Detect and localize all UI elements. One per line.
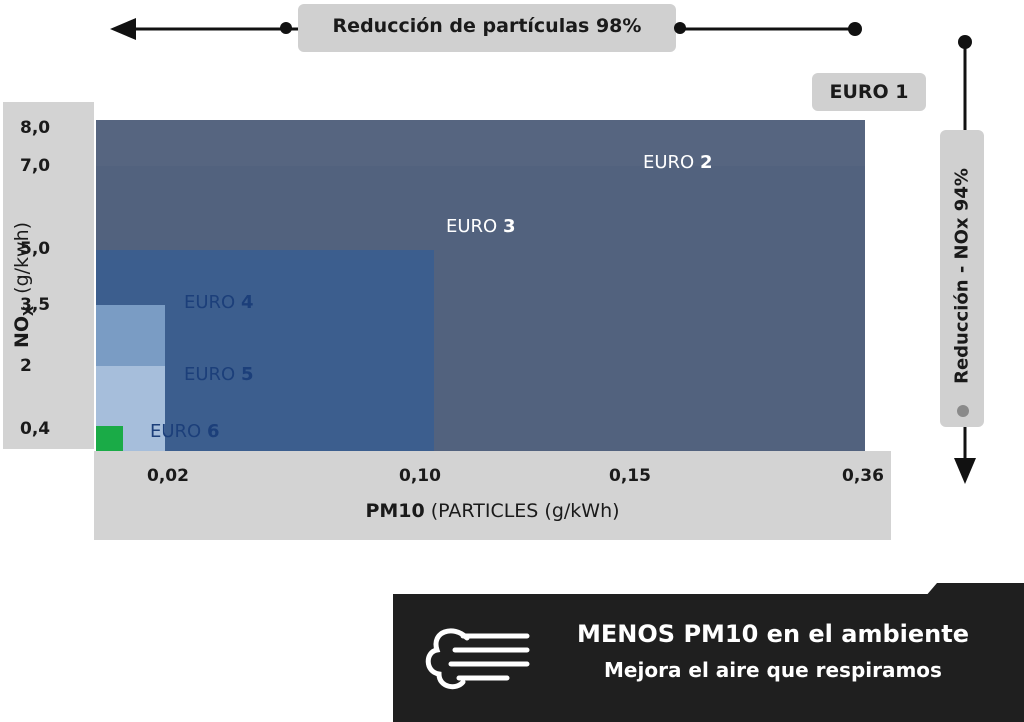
x-axis-panel — [94, 451, 891, 540]
y-tick-label: 3,5 — [20, 295, 51, 315]
euro-zone-label-prefix: EURO — [446, 216, 503, 237]
nox-reduction-label: Reducción - NOx 94% — [951, 168, 973, 384]
y-tick-label: 2 — [20, 356, 32, 376]
y-tick-label: 8,0 — [20, 118, 51, 138]
euro-zone-label-prefix: EURO — [643, 152, 700, 173]
x-axis-title-rest: (PARTICLES (g/kWh) — [424, 500, 620, 522]
banner-tab — [925, 583, 1024, 597]
particle-reduction-pill — [298, 4, 676, 52]
euro-zone-label-number: 6 — [206, 421, 220, 442]
euro-zone-label-number: 2 — [699, 152, 713, 173]
y-tick-label: 0,4 — [20, 419, 51, 439]
y-axis-title-main: NO — [11, 315, 34, 349]
x-tick-label: 0,02 — [147, 466, 189, 486]
x-tick-label: 0,36 — [842, 466, 884, 486]
euro6-marker — [96, 426, 123, 451]
euro-zone-label-prefix: EURO — [184, 292, 241, 313]
banner-subtitle: Mejora el aire que respiramos — [604, 658, 942, 682]
euro-zone-label: EURO 5 — [184, 364, 253, 385]
info-banner: MENOS PM10 en el ambiente Mejora el aire… — [393, 594, 1024, 722]
euro-zone-1-band — [96, 120, 865, 166]
x-axis-title-bold: PM10 — [365, 500, 425, 522]
y-tick-label: 7,0 — [20, 156, 51, 176]
euro-zone-label: EURO 4 — [184, 292, 253, 313]
euro-zone-label: EURO 2 — [643, 152, 712, 173]
euro-zone-label: EURO 3 — [446, 216, 515, 237]
euro-zone-label-prefix: EURO — [184, 364, 241, 385]
euro-zone-label-number: 5 — [240, 364, 254, 385]
nox-reduction-dot — [957, 405, 969, 417]
y-axis-panel — [3, 102, 94, 449]
euro1-tag — [812, 73, 926, 111]
y-tick-label: 5,0 — [20, 239, 51, 259]
particle-reduction-label: Reducción de partículas 98% — [332, 15, 642, 37]
euro-zone-label: EURO 6 — [150, 421, 219, 442]
banner-title: MENOS PM10 en el ambiente — [577, 620, 969, 648]
nox-reduction-pill — [940, 130, 984, 427]
euro-zone-label-number: 3 — [502, 216, 516, 237]
pill-dots — [280, 22, 686, 34]
x-tick-label: 0,15 — [609, 466, 651, 486]
x-tick-label: 0,10 — [399, 466, 441, 486]
euro-zone-label-number: 4 — [240, 292, 254, 313]
x-axis-title: PM10 (PARTICLES (g/kWh) — [94, 500, 891, 522]
euro-zone-label-prefix: EURO — [150, 421, 207, 442]
euro1-label: EURO 1 — [829, 81, 909, 103]
wind-cloud-icon — [425, 628, 530, 690]
